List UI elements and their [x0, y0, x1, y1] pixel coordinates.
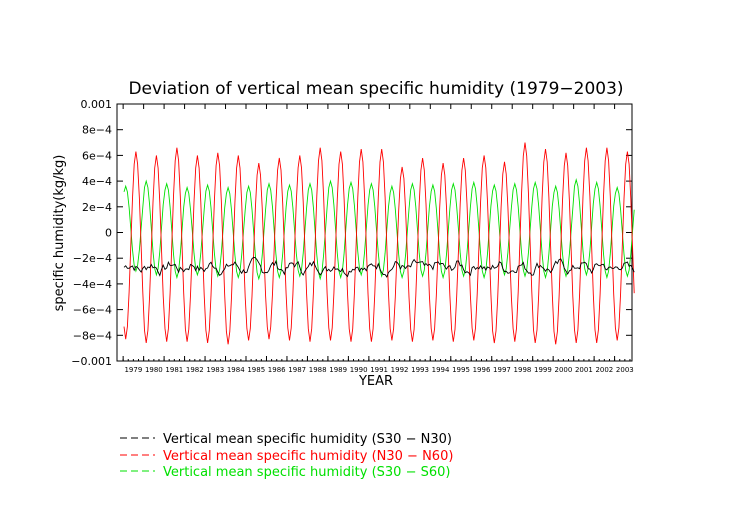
y-tick-label: −4e−4: [73, 278, 112, 291]
x-tick-label: 1990: [350, 366, 368, 374]
x-tick-label: 1989: [329, 366, 347, 374]
x-tick-label: 1994: [432, 366, 450, 374]
legend: Vertical mean specific humidity (S30 − N…: [120, 432, 453, 480]
y-axis-ticks: −0.001 −8e−4 −6e−4 −4e−4 −2e−4 0 2e−4 4e−4 6e−4 8…: [71, 98, 632, 368]
y-tick-label: 4e−4: [82, 175, 112, 188]
x-tick-label: 1988: [309, 366, 327, 374]
legend-label-s30-n30: Vertical mean specific humidity (S30 − N…: [163, 432, 452, 447]
x-tick-label: 2003: [616, 366, 634, 374]
x-tick-label: 1997: [493, 366, 511, 374]
x-tick-label: 1996: [473, 366, 491, 374]
x-tick-label: 1991: [370, 366, 388, 374]
x-tick-label: 1987: [288, 366, 306, 374]
y-tick-label: 6e−4: [82, 149, 112, 162]
x-tick-label: 1982: [186, 366, 204, 374]
x-tick-label: 1992: [391, 366, 409, 374]
x-tick-label: 1985: [247, 366, 265, 374]
series-line-s30-s60: [123, 178, 635, 281]
y-tick-label: −0.001: [71, 355, 112, 368]
chart-title: Deviation of vertical mean specific humi…: [128, 79, 623, 99]
series-line-s30-n30: [123, 256, 635, 278]
x-tick-label: 2001: [575, 366, 593, 374]
x-tick-label: 1984: [227, 366, 245, 374]
series-line-n30-n60: [123, 142, 635, 345]
plot-frame: [116, 103, 633, 362]
x-tick-label: 1979: [124, 366, 142, 374]
legend-label-s30-s60: Vertical mean specific humidity (S30 − S…: [163, 465, 450, 480]
x-tick-label: 2002: [595, 366, 613, 374]
x-axis-label: YEAR: [358, 374, 393, 389]
x-tick-label: 1981: [165, 366, 183, 374]
legend-label-n30-n60: Vertical mean specific humidity (N30 − N…: [163, 449, 453, 464]
x-tick-label: 2000: [554, 366, 572, 374]
y-tick-label: 0.001: [81, 98, 113, 111]
y-tick-label: −6e−4: [73, 304, 112, 317]
series-layer: [123, 142, 635, 345]
y-axis-label: specific humidity(kg/kg): [52, 155, 67, 312]
x-tick-label: 1983: [206, 366, 224, 374]
x-axis-ticks: 1979 1980 1981 1982 1983 1984 1985 1986 1987 1988…: [122, 104, 634, 374]
y-tick-label: 2e−4: [82, 201, 112, 214]
x-tick-label: 1993: [411, 366, 429, 374]
y-tick-label: −2e−4: [73, 252, 112, 265]
x-tick-label: 1986: [268, 366, 286, 374]
y-tick-label: −8e−4: [73, 329, 112, 342]
y-tick-label: 0: [105, 227, 112, 240]
x-tick-label: 1995: [452, 366, 470, 374]
x-tick-label: 1980: [145, 366, 163, 374]
y-tick-label: 8e−4: [82, 124, 112, 137]
x-tick-label: 1999: [534, 366, 552, 374]
x-tick-label: 1998: [514, 366, 532, 374]
